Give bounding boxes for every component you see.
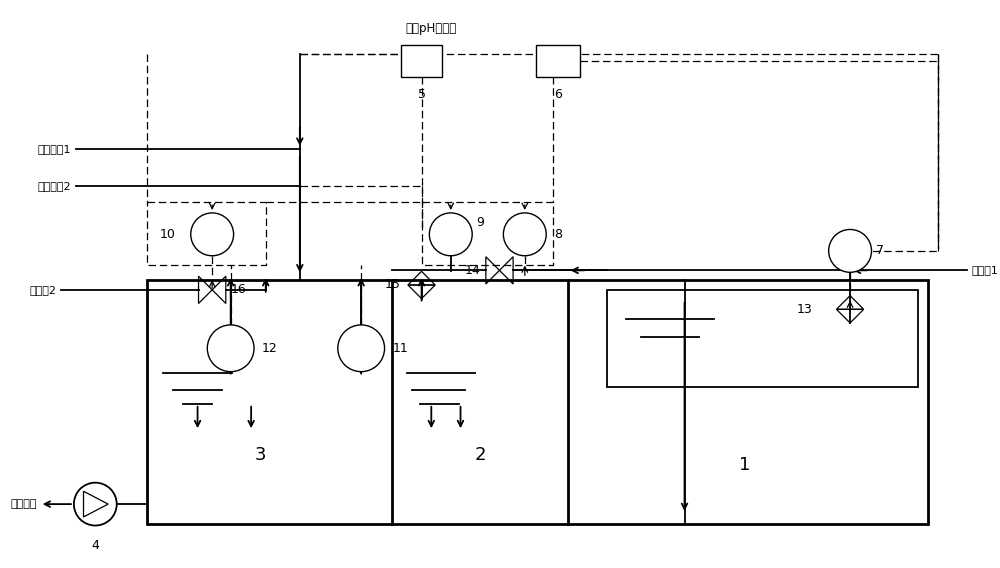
Text: 1: 1 [739, 456, 751, 474]
Text: FTC: FTC [844, 244, 856, 249]
Circle shape [74, 483, 117, 525]
Circle shape [429, 213, 472, 256]
Text: AI: AI [418, 52, 425, 61]
Text: 14: 14 [464, 264, 480, 277]
Text: FTC: FTC [445, 228, 456, 233]
Text: 15: 15 [384, 278, 400, 291]
Text: 废水流股2: 废水流股2 [37, 181, 71, 191]
Text: AIC: AIC [225, 342, 236, 347]
Text: 10: 10 [159, 228, 175, 241]
Bar [401, 45, 442, 77]
Text: 废水流股1: 废水流股1 [37, 144, 71, 153]
Text: 5: 5 [418, 88, 426, 101]
Text: 003: 003 [225, 354, 237, 360]
Text: 13: 13 [797, 303, 812, 316]
Circle shape [191, 213, 234, 256]
Circle shape [338, 325, 385, 371]
Text: 中和剂2: 中和剂2 [29, 285, 56, 295]
Text: 002: 002 [355, 354, 367, 360]
Circle shape [829, 229, 872, 272]
Bar [607, 290, 918, 387]
Text: 004: 004 [206, 241, 218, 245]
Text: 001: 001 [844, 257, 856, 262]
Text: 3: 3 [255, 446, 267, 465]
Text: 4: 4 [91, 539, 99, 552]
Text: 7: 7 [876, 244, 884, 257]
Text: 下游装置: 下游装置 [10, 499, 37, 509]
Text: 9: 9 [476, 216, 484, 229]
Text: 11: 11 [392, 342, 408, 355]
Text: 002: 002 [519, 241, 531, 245]
Text: FTC: FTC [206, 228, 218, 233]
Text: 12: 12 [262, 342, 278, 355]
Text: 16: 16 [231, 283, 246, 296]
Text: FFC: FFC [552, 53, 564, 59]
Text: 2: 2 [474, 446, 486, 465]
Text: 8: 8 [554, 228, 562, 241]
Text: AIC: AIC [356, 342, 366, 347]
Text: 6: 6 [554, 88, 562, 101]
Text: 003: 003 [445, 241, 457, 245]
Circle shape [207, 325, 254, 371]
Text: 001: 001 [551, 64, 565, 73]
Bar [536, 45, 580, 77]
Text: 001: 001 [414, 64, 429, 73]
Text: 中和剂1: 中和剂1 [972, 265, 999, 275]
Text: 废水pH、流量: 废水pH、流量 [406, 22, 457, 35]
Circle shape [503, 213, 546, 256]
Text: FTC: FTC [519, 228, 530, 233]
Bar [147, 280, 928, 524]
